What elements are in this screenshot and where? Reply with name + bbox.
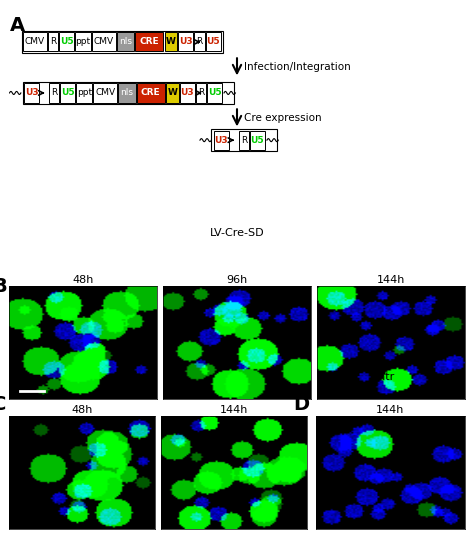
FancyBboxPatch shape: [76, 83, 92, 103]
Text: R: R: [50, 37, 56, 46]
Text: ppt: ppt: [77, 89, 92, 97]
Text: U5: U5: [206, 37, 220, 46]
FancyBboxPatch shape: [207, 83, 222, 103]
Text: cntr: cntr: [373, 372, 395, 382]
Text: A: A: [10, 16, 26, 35]
Text: W: W: [166, 37, 176, 46]
FancyBboxPatch shape: [75, 33, 91, 51]
Text: CMV: CMV: [25, 37, 45, 46]
Title: 96h: 96h: [227, 275, 247, 285]
FancyBboxPatch shape: [214, 131, 228, 150]
FancyBboxPatch shape: [24, 83, 39, 103]
Title: 144h: 144h: [376, 275, 405, 285]
FancyBboxPatch shape: [60, 83, 75, 103]
Text: C: C: [0, 395, 6, 414]
FancyBboxPatch shape: [164, 33, 177, 51]
FancyBboxPatch shape: [194, 33, 204, 51]
FancyBboxPatch shape: [49, 83, 59, 103]
Text: ppt: ppt: [75, 37, 91, 46]
FancyBboxPatch shape: [239, 131, 249, 150]
Text: U3: U3: [214, 136, 228, 145]
FancyBboxPatch shape: [117, 33, 134, 51]
Text: Infection/Integration: Infection/Integration: [244, 62, 351, 72]
Text: CMV: CMV: [95, 89, 115, 97]
FancyBboxPatch shape: [137, 83, 165, 103]
Title: 144h: 144h: [220, 405, 248, 415]
Text: CRE: CRE: [141, 89, 161, 97]
Text: nls: nls: [120, 89, 133, 97]
FancyBboxPatch shape: [48, 33, 58, 51]
Text: D: D: [293, 395, 310, 414]
FancyBboxPatch shape: [59, 33, 74, 51]
Text: R: R: [196, 37, 202, 46]
FancyBboxPatch shape: [180, 83, 195, 103]
Text: R: R: [198, 89, 204, 97]
Text: R: R: [241, 136, 247, 145]
FancyBboxPatch shape: [135, 33, 164, 51]
Text: CRE: CRE: [139, 37, 159, 46]
Text: W: W: [167, 89, 177, 97]
Title: 144h: 144h: [376, 405, 404, 415]
Text: B: B: [0, 277, 7, 296]
Text: U3: U3: [181, 89, 194, 97]
Text: U5: U5: [208, 89, 221, 97]
FancyBboxPatch shape: [166, 83, 179, 103]
Text: U5: U5: [60, 37, 73, 46]
Text: U5: U5: [61, 89, 75, 97]
Title: 48h: 48h: [73, 275, 94, 285]
Text: R: R: [51, 89, 57, 97]
Text: nls: nls: [119, 37, 132, 46]
FancyBboxPatch shape: [178, 33, 193, 51]
FancyBboxPatch shape: [206, 33, 220, 51]
FancyBboxPatch shape: [92, 33, 116, 51]
Text: Cre expression: Cre expression: [244, 113, 321, 123]
Text: CMV: CMV: [94, 37, 114, 46]
FancyBboxPatch shape: [93, 83, 117, 103]
Title: 48h: 48h: [72, 405, 93, 415]
Text: LV-Cre: LV-Cre: [115, 372, 150, 382]
Text: LV-Cre-SD: LV-Cre-SD: [210, 227, 264, 238]
FancyBboxPatch shape: [250, 131, 265, 150]
Text: U3: U3: [179, 37, 193, 46]
FancyBboxPatch shape: [23, 33, 47, 51]
FancyBboxPatch shape: [118, 83, 136, 103]
Text: U3: U3: [25, 89, 38, 97]
FancyBboxPatch shape: [196, 83, 206, 103]
Text: U5: U5: [251, 136, 264, 145]
